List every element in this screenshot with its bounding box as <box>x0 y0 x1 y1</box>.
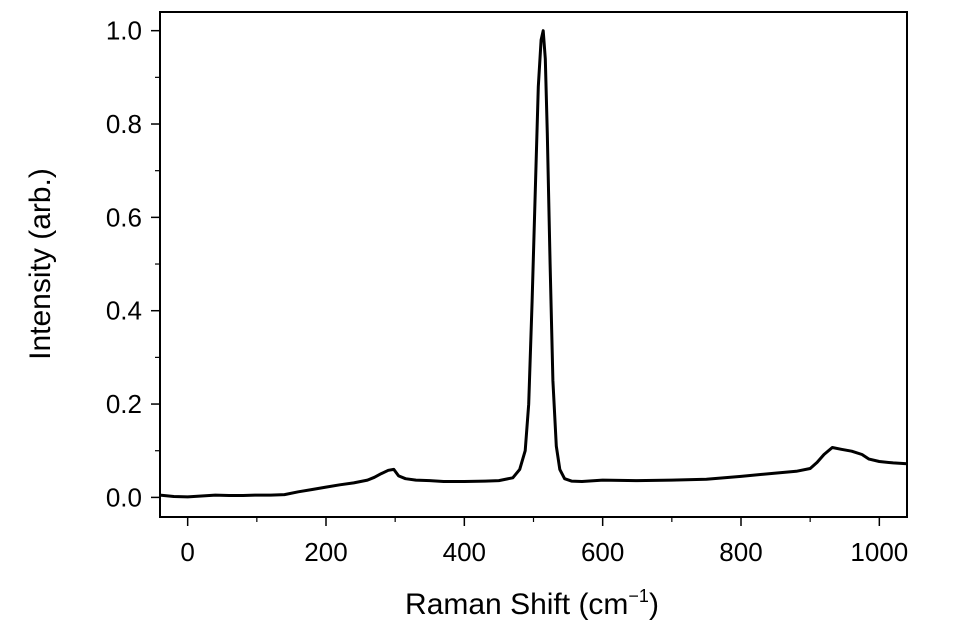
y-tick-label: 0.2 <box>106 389 142 419</box>
x-tick-label: 1000 <box>850 537 908 567</box>
y-tick-label: 0.8 <box>106 109 142 139</box>
y-tick-label: 1.0 <box>106 16 142 46</box>
y-tick-label: 0.6 <box>106 202 142 232</box>
plot-frame <box>159 11 908 518</box>
x-axis-label: Raman Shift (cm−1) <box>405 586 659 621</box>
ticks-layer <box>151 29 881 526</box>
spectrum-line <box>159 29 908 499</box>
x-axis-label-superscript: −1 <box>628 586 649 606</box>
y-tick-label: 0.0 <box>106 482 142 512</box>
x-axis-label-suffix: ) <box>649 588 659 621</box>
x-tick-label: 400 <box>443 537 486 567</box>
x-tick-label: 0 <box>180 537 194 567</box>
x-tick-label: 600 <box>581 537 624 567</box>
x-axis-label-main: Raman Shift (cm <box>405 588 628 621</box>
x-tick-label: 800 <box>719 537 762 567</box>
tick-labels-layer: 0 200 400 600 800 1000 0.0 0.2 0.4 0.6 0.8 1.0 <box>106 16 908 567</box>
x-tick-label: 200 <box>304 537 347 567</box>
y-tick-label: 0.4 <box>106 296 142 326</box>
y-axis-label: Intensity (arb.) <box>24 168 57 360</box>
